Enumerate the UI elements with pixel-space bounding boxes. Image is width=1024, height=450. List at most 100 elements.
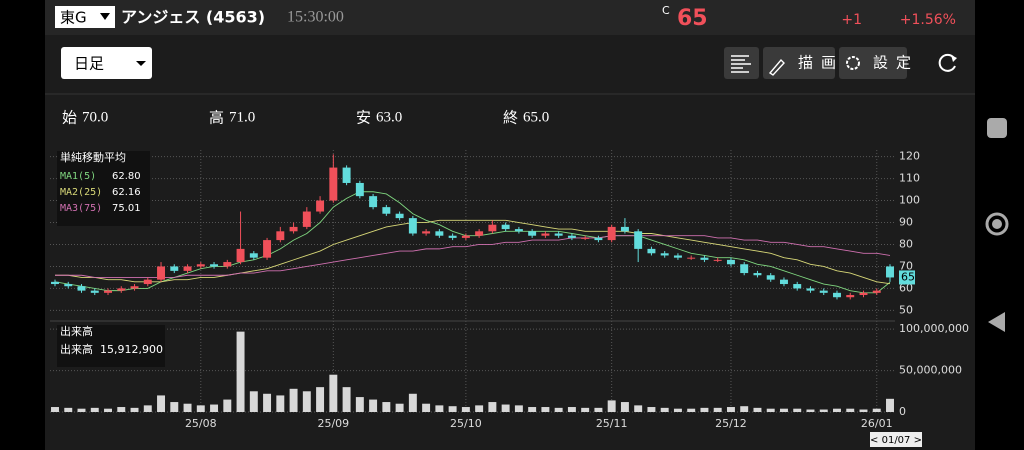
volume-bar <box>740 406 749 412</box>
candle-body <box>329 167 338 201</box>
candle-body <box>276 231 285 241</box>
candle-body <box>726 259 735 265</box>
volume-bar <box>395 403 404 412</box>
ma-line <box>54 191 891 294</box>
market-select[interactable] <box>55 6 115 28</box>
nav-back[interactable] <box>988 312 1005 332</box>
settings-button[interactable] <box>839 47 907 79</box>
legend-value: 62.16 <box>112 187 141 198</box>
candle-body <box>753 273 762 276</box>
candle-body <box>475 231 484 236</box>
volume-bar <box>634 405 643 412</box>
candle-body <box>210 264 219 267</box>
candle-body <box>316 200 325 212</box>
indicator-button[interactable] <box>724 47 759 79</box>
volume-tick-label: 100,000,000 <box>899 322 969 335</box>
volume-legend-bg <box>57 325 165 367</box>
summary-value: 71.0 <box>229 109 255 125</box>
y-tick-label: 110 <box>899 172 920 185</box>
volume-bar <box>369 399 378 412</box>
volume-bar <box>157 395 166 412</box>
candle-body <box>647 248 656 254</box>
volume-tick-label: 50,000,000 <box>899 364 962 377</box>
legend-name: MA2(25) <box>60 187 102 198</box>
candle-body <box>302 211 311 227</box>
candle-body <box>740 264 749 274</box>
candle-body <box>806 288 815 291</box>
volume-bar <box>342 387 351 412</box>
legend-value: 75.01 <box>112 203 141 214</box>
volume-bar <box>859 409 868 412</box>
volume-bar <box>448 406 457 412</box>
candle-body <box>501 224 510 230</box>
candle-body <box>766 275 775 280</box>
volume-bar <box>51 407 59 412</box>
candle-body <box>157 266 166 280</box>
volume-bar <box>488 402 497 412</box>
ohlc-summary: 始 70.0 高 71.0 安 63.0 終 65.0 <box>62 109 549 127</box>
candle-body <box>872 290 881 293</box>
candle-body <box>342 167 351 183</box>
candle-body <box>541 233 550 236</box>
volume-bar <box>647 407 656 412</box>
candle-body <box>382 207 391 214</box>
candle-body <box>620 226 629 232</box>
volume-bar <box>846 408 855 412</box>
candle-body <box>819 290 828 293</box>
volume-bar <box>422 403 431 412</box>
volume-bar <box>143 405 152 412</box>
candle-body <box>289 226 298 232</box>
summary-label: 始 <box>62 109 77 127</box>
candle-body <box>90 290 99 293</box>
volume-bar <box>673 408 682 412</box>
gear-icon <box>846 56 860 70</box>
candle-body <box>554 233 563 236</box>
volume-bar <box>170 402 179 412</box>
period-select[interactable] <box>61 47 152 79</box>
y-tick-label: 90 <box>899 216 913 229</box>
volume-bar <box>64 407 73 412</box>
market: 東G <box>60 9 87 27</box>
volume-bar <box>117 407 126 412</box>
legend-value: 62.80 <box>112 171 141 182</box>
last-price-box <box>899 270 915 285</box>
ma-line <box>55 219 891 285</box>
volume-bar <box>554 407 563 412</box>
refresh-arrow <box>951 55 957 62</box>
candle-body <box>567 235 576 238</box>
volume-bar <box>236 331 245 412</box>
y-tick-label: 80 <box>899 237 913 250</box>
candle-body <box>196 264 205 267</box>
volume-bar <box>289 388 298 412</box>
candle-body <box>833 292 841 298</box>
volume-bar <box>713 407 722 412</box>
draw-button[interactable] <box>763 47 835 79</box>
volume-bar <box>90 407 99 412</box>
candle-body <box>263 240 272 258</box>
volume-title: 出来高 <box>60 324 93 338</box>
volume-bar <box>276 395 285 412</box>
indicator-icon <box>731 55 751 73</box>
summary-value: 65.0 <box>523 109 549 125</box>
nav-recent[interactable] <box>987 118 1007 138</box>
candle-body <box>223 262 232 267</box>
candle-body <box>461 235 470 238</box>
x-tick-label: 25/08 <box>185 417 217 430</box>
volume-bar <box>700 407 709 412</box>
candle-body <box>607 226 616 241</box>
summary-label: 安 <box>356 109 371 127</box>
summary-label: 終 <box>503 109 518 127</box>
legend-name: MA3(75) <box>60 203 102 214</box>
candle-body <box>660 253 669 256</box>
volume-bar <box>833 408 841 412</box>
candle-body <box>594 237 603 241</box>
nav-home[interactable] <box>985 212 1009 236</box>
volume-bar <box>210 404 219 412</box>
cursor-label: < 01/07 > <box>870 435 922 446</box>
volume-bar <box>408 393 417 412</box>
candle-body <box>408 218 417 234</box>
candle-body <box>687 257 696 259</box>
volume-bar <box>753 407 762 412</box>
candle-body <box>77 286 86 291</box>
refresh-icon[interactable] <box>938 53 956 72</box>
